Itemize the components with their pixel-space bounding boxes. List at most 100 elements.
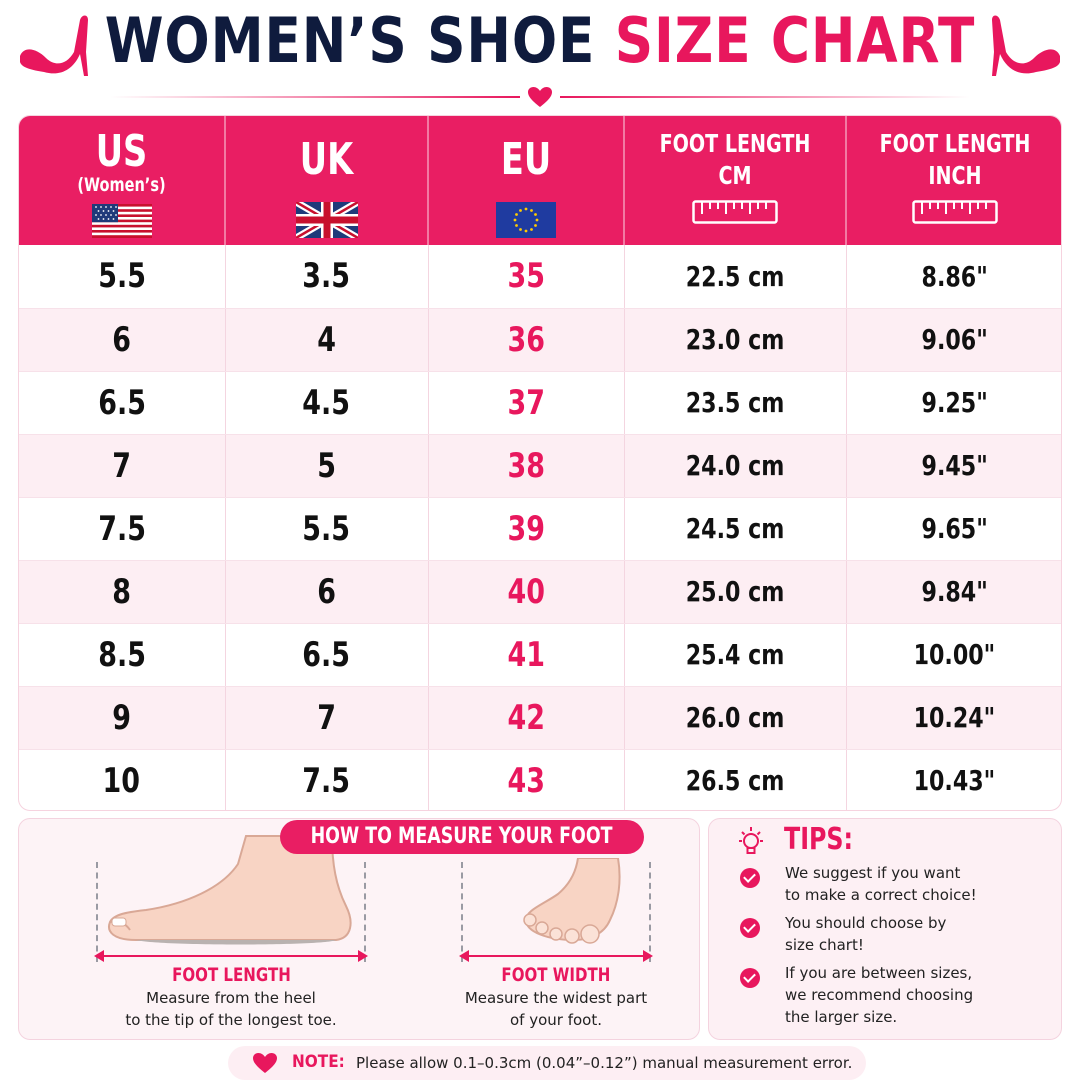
table-row: 7 5 38 24.0 cm 9.45" [19, 434, 1061, 498]
cell-eu: 41 [428, 623, 625, 687]
tips-panel [708, 818, 1062, 1040]
cell-us: 6.5 [19, 371, 226, 435]
page-title-accent: SIZE CHART [614, 4, 976, 77]
measure-title: HOW TO MEASURE YOUR FOOT [280, 820, 644, 854]
cell-inch: 9.45" [846, 434, 1061, 498]
header-cm-line1: FOOT LENGTH [659, 129, 811, 158]
title-divider [110, 96, 520, 98]
header-us: US (Women’s) [19, 116, 226, 245]
foot-width-label: FOOT WIDTH [501, 964, 611, 986]
foot-length-label: FOOT LENGTH [171, 964, 291, 986]
table-row: 6.5 4.5 37 23.5 cm 9.25" [19, 371, 1061, 435]
cell-us: 7 [19, 434, 226, 498]
table-row: 8.5 6.5 41 25.4 cm 10.00" [19, 623, 1061, 687]
cell-uk: 5.5 [225, 497, 429, 561]
cell-inch: 10.24" [846, 686, 1061, 750]
table-row: 6 4 36 23.0 cm 9.06" [19, 308, 1061, 372]
header-us-sub: (Women’s) [77, 174, 166, 196]
header-cm-line2: CM [718, 161, 752, 190]
measure-guide-line [96, 862, 98, 962]
cell-uk: 4 [225, 308, 429, 372]
header-foot-length-inch: FOOT LENGTH INCH [846, 116, 1061, 245]
heart-icon [528, 87, 552, 107]
cell-cm: 24.5 cm [624, 497, 847, 561]
cell-cm: 25.4 cm [624, 623, 847, 687]
table-row: 7.5 5.5 39 24.5 cm 9.65" [19, 497, 1061, 561]
cell-cm: 22.5 cm [624, 245, 847, 309]
foot-side-illustration [108, 835, 352, 945]
note-text: Please allow 0.1–0.3cm (0.04”–0.12”) man… [356, 1054, 853, 1072]
cell-inch: 9.84" [846, 560, 1061, 624]
check-icon [740, 968, 760, 988]
cell-inch: 9.65" [846, 497, 1061, 561]
high-heel-icon [992, 15, 1060, 76]
cell-inch: 9.25" [846, 371, 1061, 435]
table-row: 9 7 42 26.0 cm 10.24" [19, 686, 1061, 750]
header-us-label: US [95, 126, 148, 177]
cell-us: 9 [19, 686, 226, 750]
cell-eu: 37 [428, 371, 625, 435]
cell-eu: 43 [428, 749, 625, 810]
header-foot-length-cm: FOOT LENGTH CM [624, 116, 847, 245]
cell-uk: 7.5 [225, 749, 429, 810]
note-label: NOTE: [292, 1052, 345, 1072]
tip-text: We suggest if you want to make a correct … [785, 864, 977, 904]
header-inch-line1: FOOT LENGTH [879, 129, 1031, 158]
tip-text: If you are between sizes, we recommend ch… [785, 964, 974, 1026]
cell-cm: 23.0 cm [624, 308, 847, 372]
cell-cm: 24.0 cm [624, 434, 847, 498]
ruler-icon [692, 200, 778, 224]
cell-uk: 6.5 [225, 623, 429, 687]
cell-uk: 3.5 [225, 245, 429, 309]
header-uk-label: UK [299, 134, 354, 185]
title-row: WOMEN’S SHOE SIZE CHART [0, 0, 1080, 100]
uk-flag-icon [295, 202, 358, 238]
table-row: 10 7.5 43 26.5 cm 10.43" [19, 749, 1061, 810]
cell-eu: 36 [428, 308, 625, 372]
cell-eu: 42 [428, 686, 625, 750]
cell-inch: 10.00" [846, 623, 1061, 687]
cell-inch: 9.06" [846, 308, 1061, 372]
header-eu-label: EU [500, 134, 552, 185]
cell-us: 7.5 [19, 497, 226, 561]
foot-length-desc: Measure from the heel to the tip of the l… [125, 989, 337, 1029]
cell-uk: 7 [225, 686, 429, 750]
cell-us: 10 [19, 749, 226, 810]
header-uk: UK [225, 116, 429, 245]
cell-cm: 26.5 cm [624, 749, 847, 810]
cell-cm: 25.0 cm [624, 560, 847, 624]
cell-eu: 38 [428, 434, 625, 498]
tips-title: TIPS: [784, 822, 854, 857]
cell-eu: 35 [428, 245, 625, 309]
cell-inch: 8.86" [846, 245, 1061, 309]
check-icon [740, 918, 760, 938]
cell-eu: 39 [428, 497, 625, 561]
title-divider [560, 96, 970, 98]
measure-guide-line [364, 862, 366, 962]
cell-cm: 26.0 cm [624, 686, 847, 750]
length-arrow [94, 950, 368, 962]
cell-us: 8.5 [19, 623, 226, 687]
eu-flag-icon [496, 202, 556, 238]
size-table: US (Women’s) UK [18, 115, 1062, 811]
note-bar [228, 1046, 866, 1080]
header-eu: EU [428, 116, 625, 245]
foot-width-desc: Measure the widest part of your foot. [464, 989, 648, 1029]
table-row: 8 6 40 25.0 cm 9.84" [19, 560, 1061, 624]
measure-guide-line [461, 862, 463, 962]
cell-us: 6 [19, 308, 226, 372]
cell-eu: 40 [428, 560, 625, 624]
cell-uk: 6 [225, 560, 429, 624]
table-row: 5.5 3.5 35 22.5 cm 8.86" [19, 245, 1061, 309]
cell-uk: 5 [225, 434, 429, 498]
table-header-row: US (Women’s) UK [19, 116, 1061, 245]
heart-icon [253, 1053, 277, 1073]
cell-cm: 23.5 cm [624, 371, 847, 435]
width-arrow [459, 950, 653, 962]
measure-guide-line [649, 862, 651, 962]
cell-inch: 10.43" [846, 749, 1061, 810]
us-flag-icon [91, 204, 152, 238]
tip-text: You should choose by size chart! [785, 914, 947, 954]
page-title: WOMEN’S SHOE SIZE CHART [104, 4, 976, 77]
foot-top-illustration [523, 858, 621, 944]
